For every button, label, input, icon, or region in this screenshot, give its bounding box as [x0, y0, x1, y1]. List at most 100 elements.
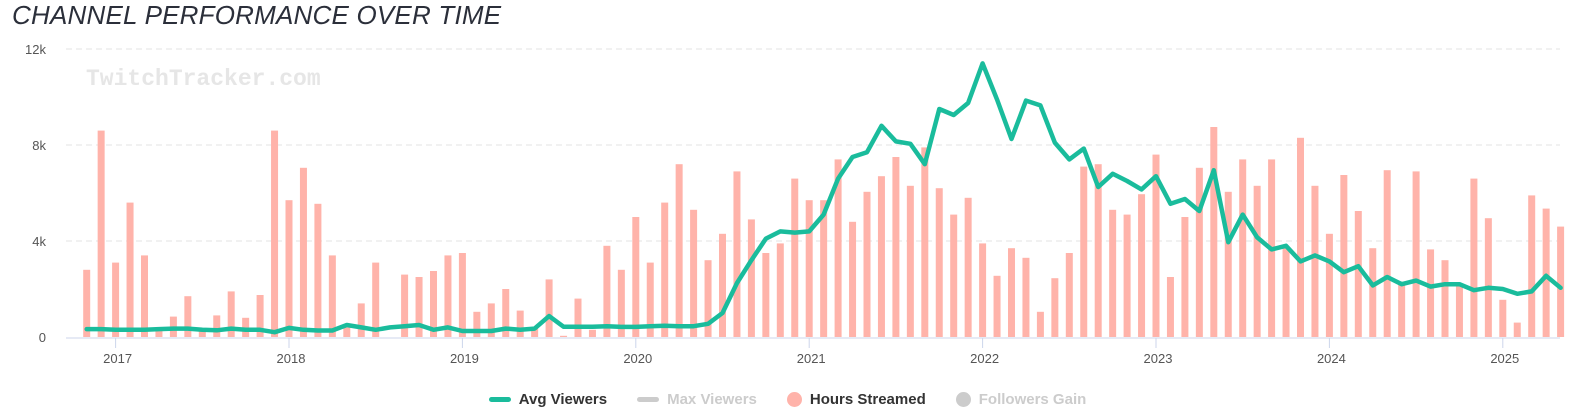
hours-streamed-bar[interactable] [1427, 249, 1435, 337]
hours-streamed-bar[interactable] [502, 289, 510, 337]
hours-streamed-bar[interactable] [545, 279, 553, 337]
hours-streamed-bar[interactable] [964, 197, 972, 337]
hours-streamed-bar[interactable] [1297, 137, 1304, 337]
hours-streamed-bar[interactable] [1441, 260, 1449, 337]
hours-streamed-bar[interactable] [1210, 127, 1218, 337]
hours-streamed-bar[interactable] [184, 296, 192, 337]
hours-streamed-bar[interactable] [1152, 154, 1160, 337]
hours-streamed-bar[interactable] [299, 167, 307, 337]
hours-streamed-bar[interactable] [921, 147, 929, 337]
hours-streamed-bar[interactable] [1239, 159, 1247, 337]
hours-streamed-bar[interactable] [83, 269, 91, 337]
hours-streamed-bar[interactable] [733, 171, 741, 337]
hours-streamed-bar[interactable] [372, 262, 380, 337]
hours-streamed-bar[interactable] [776, 243, 784, 337]
hours-streamed-bar[interactable] [704, 260, 712, 337]
hours-streamed-bar[interactable] [719, 233, 726, 337]
hours-streamed-bar[interactable] [155, 329, 163, 337]
hours-streamed-bar[interactable] [646, 262, 654, 337]
hours-streamed-bar[interactable] [560, 335, 568, 337]
hours-streamed-bar[interactable] [906, 185, 914, 337]
hours-streamed-bar[interactable] [531, 327, 539, 337]
hours-streamed-bar[interactable] [1022, 257, 1030, 337]
legend-item-avg-viewers[interactable]: Avg Viewers [488, 391, 607, 408]
hours-streamed-bar[interactable] [1325, 233, 1333, 337]
hours-streamed-bar[interactable] [690, 209, 698, 337]
hours-streamed-bar[interactable] [1369, 248, 1377, 337]
hours-streamed-bar[interactable] [1181, 217, 1189, 337]
hours-streamed-bar[interactable] [1109, 209, 1117, 337]
hours-streamed-bar[interactable] [1253, 185, 1261, 337]
hours-streamed-bar[interactable] [213, 315, 221, 337]
hours-streamed-bar[interactable] [1513, 322, 1521, 337]
hours-streamed-bar[interactable] [242, 317, 250, 337]
hours-streamed-bar[interactable] [820, 200, 828, 337]
hours-streamed-bar[interactable] [950, 214, 958, 337]
hours-streamed-bar[interactable] [1354, 211, 1362, 337]
hours-streamed-bar[interactable] [1051, 278, 1059, 337]
hours-streamed-bar[interactable] [632, 217, 640, 337]
hours-streamed-bar[interactable] [1542, 208, 1550, 337]
hours-streamed-bar[interactable] [1398, 281, 1406, 337]
hours-streamed-bar[interactable] [805, 200, 813, 337]
hours-streamed-bar[interactable] [791, 178, 799, 337]
hours-streamed-bar[interactable] [993, 275, 1001, 337]
hours-streamed-bar[interactable] [314, 203, 322, 337]
hours-streamed-bar[interactable] [430, 271, 437, 337]
hours-streamed-bar[interactable] [675, 164, 683, 337]
legend-item-hours-streamed[interactable]: Hours Streamed [786, 391, 926, 408]
hours-streamed-bar[interactable] [617, 269, 625, 337]
hours-streamed-bar[interactable] [1455, 284, 1463, 337]
hours-streamed-bar[interactable] [1094, 164, 1102, 337]
hours-streamed-bar[interactable] [1036, 311, 1044, 337]
hours-streamed-bar[interactable] [328, 255, 336, 337]
hours-streamed-bar[interactable] [126, 202, 134, 337]
hours-streamed-bar[interactable] [1484, 218, 1492, 337]
hours-streamed-bar[interactable] [357, 303, 365, 337]
hours-streamed-bar[interactable] [1470, 178, 1478, 337]
hours-streamed-bar[interactable] [1224, 191, 1232, 337]
hours-streamed-bar[interactable] [863, 191, 871, 337]
hours-streamed-bar[interactable] [1340, 175, 1348, 337]
hours-streamed-bar[interactable] [112, 262, 120, 337]
hours-streamed-bar[interactable] [97, 130, 105, 337]
hours-streamed-bar[interactable] [588, 329, 596, 337]
hours-streamed-bar[interactable] [1166, 277, 1174, 337]
hours-streamed-bar[interactable] [487, 303, 495, 337]
hours-streamed-bar[interactable] [285, 200, 293, 337]
hours-streamed-bar[interactable] [444, 255, 452, 337]
hours-streamed-bar[interactable] [834, 159, 842, 337]
hours-streamed-bar[interactable] [1065, 253, 1073, 337]
hours-streamed-bar[interactable] [877, 176, 885, 337]
hours-streamed-bar[interactable] [401, 274, 409, 337]
hours-streamed-bar[interactable] [1383, 170, 1391, 337]
hours-streamed-bar[interactable] [1138, 194, 1146, 337]
hours-streamed-bar[interactable] [1499, 299, 1507, 337]
hours-streamed-bar[interactable] [1080, 166, 1088, 337]
hours-streamed-bar[interactable] [227, 291, 235, 337]
hours-streamed-bar[interactable] [473, 311, 481, 337]
legend-item-max-viewers[interactable]: Max Viewers [637, 391, 757, 408]
hours-streamed-bar[interactable] [141, 255, 148, 337]
hours-streamed-bar[interactable] [1311, 185, 1319, 337]
hours-streamed-bar[interactable] [1123, 214, 1131, 337]
hours-streamed-bar[interactable] [1557, 226, 1565, 337]
hours-streamed-bar[interactable] [603, 245, 611, 337]
hours-streamed-bar[interactable] [198, 328, 206, 337]
hours-streamed-bar[interactable] [747, 219, 755, 337]
hours-streamed-bar[interactable] [1282, 247, 1290, 337]
hours-streamed-bar[interactable] [892, 157, 900, 337]
hours-streamed-bar[interactable] [458, 253, 466, 337]
hours-streamed-bar[interactable] [271, 130, 279, 337]
hours-streamed-bar[interactable] [762, 253, 770, 337]
hours-streamed-bar[interactable] [516, 310, 524, 337]
hours-streamed-bar[interactable] [979, 243, 987, 337]
hours-streamed-bar[interactable] [415, 277, 423, 337]
hours-streamed-bar[interactable] [935, 188, 943, 337]
hours-streamed-bar[interactable] [661, 202, 669, 337]
hours-streamed-bar[interactable] [1195, 167, 1203, 337]
avg-viewers-line[interactable] [84, 61, 1563, 335]
hours-streamed-bar[interactable] [256, 295, 264, 337]
hours-streamed-bar[interactable] [574, 298, 582, 337]
legend-item-followers-gain[interactable]: Followers Gain [955, 391, 1086, 408]
